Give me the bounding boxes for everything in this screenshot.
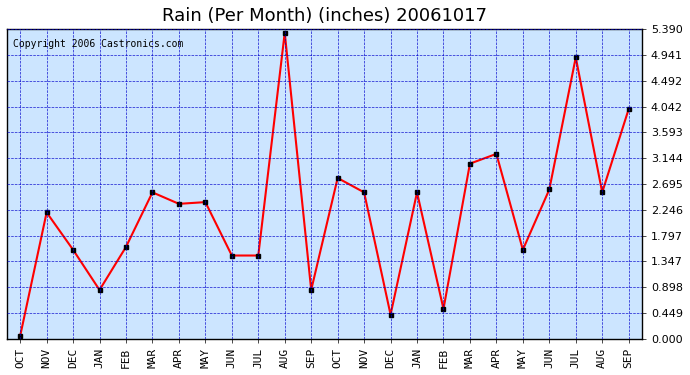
Title: Rain (Per Month) (inches) 20061017: Rain (Per Month) (inches) 20061017 [162, 7, 487, 25]
Text: Copyright 2006 Castronics.com: Copyright 2006 Castronics.com [13, 39, 184, 49]
